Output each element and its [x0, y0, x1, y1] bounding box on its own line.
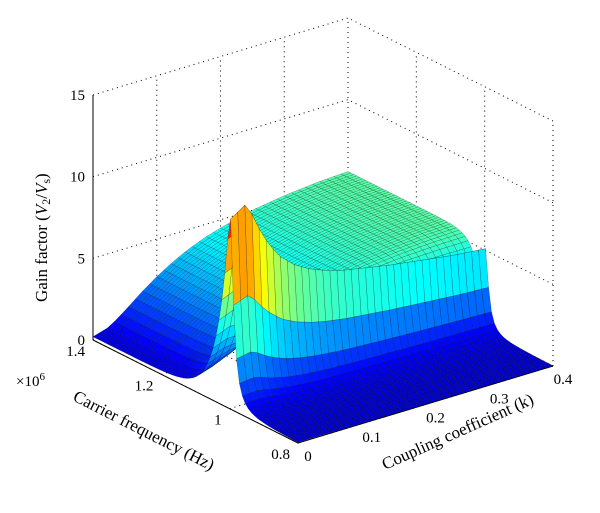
y-axis-line [92, 339, 299, 444]
surface-patch [294, 438, 306, 443]
axis-lines [92, 95, 554, 444]
grid-line [347, 17, 554, 122]
z-tick-label: 15 [70, 88, 85, 104]
x-tick-label: 0.2 [426, 411, 445, 427]
x-tick-label: 0.4 [554, 372, 573, 388]
y-tick-label: 1.4 [66, 344, 85, 360]
z-tick-label: 5 [78, 251, 86, 267]
z-axis-label: Gain factor (V2/Vs) [32, 173, 53, 302]
y-tick-label: 0.8 [271, 447, 290, 463]
y-tick-label: 1 [214, 413, 222, 429]
z-tick-label: 10 [70, 170, 85, 186]
y-axis-label: Carrier frequency (Hz) [70, 387, 217, 475]
grid-line [92, 17, 349, 96]
x-tick-label: 0.1 [362, 430, 381, 446]
x-axis-line [297, 365, 554, 444]
gain-surface [92, 171, 554, 443]
y-axis-multiplier: ×106 [16, 371, 45, 390]
z-tick-label: 0 [78, 333, 86, 349]
y-tick-label: 1.2 [135, 378, 154, 394]
x-tick-label: 0 [304, 449, 312, 465]
x-tick-label: 0.3 [490, 391, 509, 407]
